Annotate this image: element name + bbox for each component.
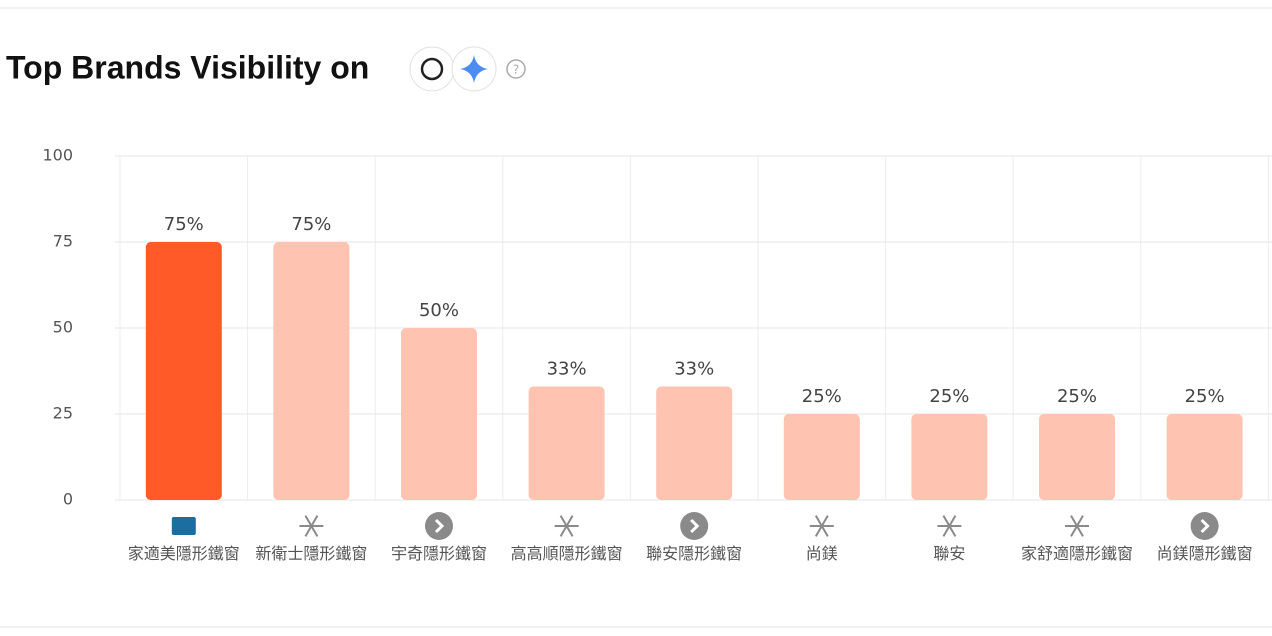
bar — [528, 386, 605, 500]
value-label: 25% — [1185, 386, 1225, 407]
value-label: 75% — [291, 214, 331, 235]
x-tick-label: 尚鎂隱形鐵窗 — [1156, 544, 1253, 563]
value-label: 25% — [1057, 386, 1097, 407]
chatgpt-glyph — [420, 57, 444, 81]
brand-logo — [171, 517, 196, 535]
x-tick-label: 聯安隱形鐵窗 — [646, 544, 743, 563]
y-tick-label: 50 — [53, 318, 73, 337]
brand-icon — [425, 512, 453, 540]
x-tick-label: 尚鎂 — [805, 544, 838, 563]
x-tick-label: 家舒適隱形鐵窗 — [1021, 544, 1134, 563]
chart-title: Top Brands Visibility on — [6, 49, 369, 85]
brand-icon-chevron — [434, 518, 445, 534]
y-tick-label: 100 — [42, 146, 73, 165]
help-icon[interactable] — [506, 59, 526, 79]
y-tick-label: 25 — [53, 404, 73, 423]
bar — [1039, 414, 1115, 500]
chatgpt-icon — [409, 46, 455, 92]
bar — [401, 328, 477, 500]
brand-icon-star — [304, 515, 319, 537]
x-tick-label: 家適美隱形鐵窗 — [127, 544, 240, 563]
value-label: 50% — [419, 300, 459, 321]
help-glyph: ? — [513, 63, 519, 77]
brand-icon-chevron — [690, 518, 700, 534]
value-label: 33% — [674, 358, 714, 379]
bar — [656, 386, 733, 500]
x-tick-label: 新衛士隱形鐵窗 — [255, 544, 368, 563]
brand-icon — [1190, 512, 1219, 540]
y-tick-label: 75 — [53, 232, 73, 251]
bar — [911, 414, 988, 500]
value-label: 33% — [547, 358, 587, 379]
brand-icon — [680, 512, 709, 540]
bar — [273, 242, 350, 500]
bar — [145, 242, 222, 500]
bar — [1166, 414, 1243, 500]
value-label: 25% — [802, 386, 842, 407]
gemini-glyph — [460, 55, 488, 83]
x-tick-label: 高高順隱形鐵窗 — [510, 544, 623, 563]
brand-icon-star — [814, 515, 829, 537]
model-icons: ? — [409, 46, 526, 92]
x-tick-label: 宇奇隱形鐵窗 — [390, 544, 487, 563]
x-tick-label: 聯安 — [933, 544, 966, 563]
brand-icon-star — [1070, 515, 1084, 537]
bar — [783, 414, 860, 500]
brand-icon-star — [559, 515, 574, 537]
value-label: 75% — [164, 214, 204, 235]
value-label: 25% — [929, 386, 969, 407]
brand-icon-star — [942, 515, 957, 537]
y-tick-label: 0 — [63, 490, 73, 509]
brand-icon-chevron — [1200, 518, 1210, 534]
